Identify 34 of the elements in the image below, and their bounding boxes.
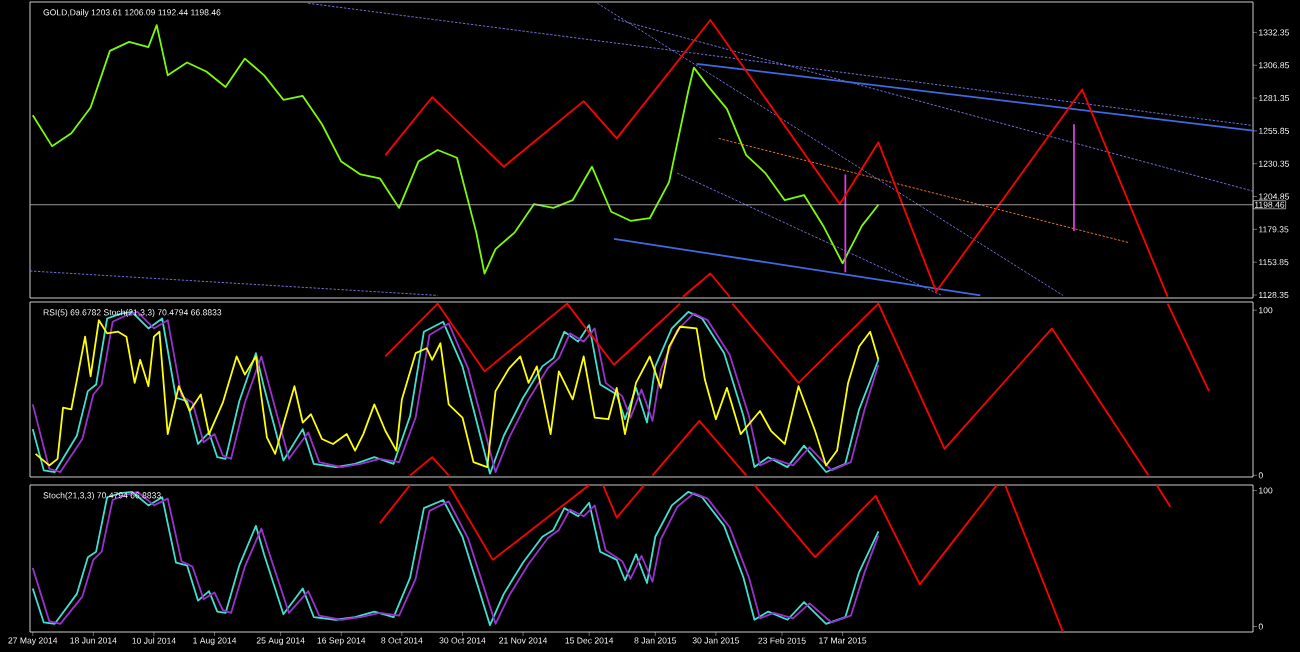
text: GOLD,Daily 1203.61 1206.09 1192.44 1198.46 bbox=[43, 9, 221, 18]
line-series bbox=[384, 302, 681, 373]
x-tick-label: 21 Nov 2014 bbox=[499, 637, 548, 644]
y-tick-label: 1204.85 bbox=[1259, 193, 1290, 200]
x-tick-label: 23 Feb 2015 bbox=[758, 637, 806, 644]
y-tick-label: 0 bbox=[1258, 472, 1263, 479]
x-tick-label: 30 Jan 2015 bbox=[692, 637, 740, 644]
y-tick-label: 1179.35 bbox=[1259, 226, 1289, 233]
line-series bbox=[31, 24, 880, 275]
y-tick-label: 100 bbox=[1259, 307, 1273, 314]
y-tick-label: 1230.35 bbox=[1259, 160, 1290, 167]
y-tick-label: 1306.85 bbox=[1259, 62, 1290, 69]
y-tick-label: 100 bbox=[1259, 487, 1273, 494]
y-tick-label: 1153.85 bbox=[1259, 259, 1289, 266]
line-series bbox=[731, 302, 1150, 477]
x-tick-label: 25 Aug 2014 bbox=[256, 637, 305, 646]
x-tick-label: 17 Mar 2015 bbox=[819, 637, 867, 644]
x-tick-label: 30 Oct 2014 bbox=[439, 637, 486, 644]
x-tick-label: 1 Aug 2014 bbox=[193, 637, 237, 646]
y-tick-label: 1128.35 bbox=[1259, 291, 1289, 299]
x-tick-label: 16 Sep 2014 bbox=[317, 637, 366, 646]
line-series bbox=[384, 19, 1169, 298]
y-tick-label: 1281.35 bbox=[1259, 95, 1290, 102]
line-series bbox=[753, 484, 998, 586]
x-tick-label: 18 Jun 2014 bbox=[70, 637, 117, 644]
y-tick-label: 1332.35 bbox=[1259, 29, 1290, 36]
y-tick-label: 1255.85 bbox=[1259, 127, 1290, 134]
ref-line-label: 1198.46 bbox=[1254, 201, 1285, 208]
x-tick-label: 15 Dec 2014 bbox=[565, 637, 614, 644]
x-tick-label: 27 May 2014 bbox=[8, 637, 58, 646]
x-tick-label: 10 Jul 2014 bbox=[132, 637, 176, 644]
x-tick-label: 8 Jan 2015 bbox=[634, 637, 677, 644]
x-tick-label: 8 Oct 2014 bbox=[381, 637, 423, 644]
y-tick-label: 0 bbox=[1258, 623, 1263, 630]
